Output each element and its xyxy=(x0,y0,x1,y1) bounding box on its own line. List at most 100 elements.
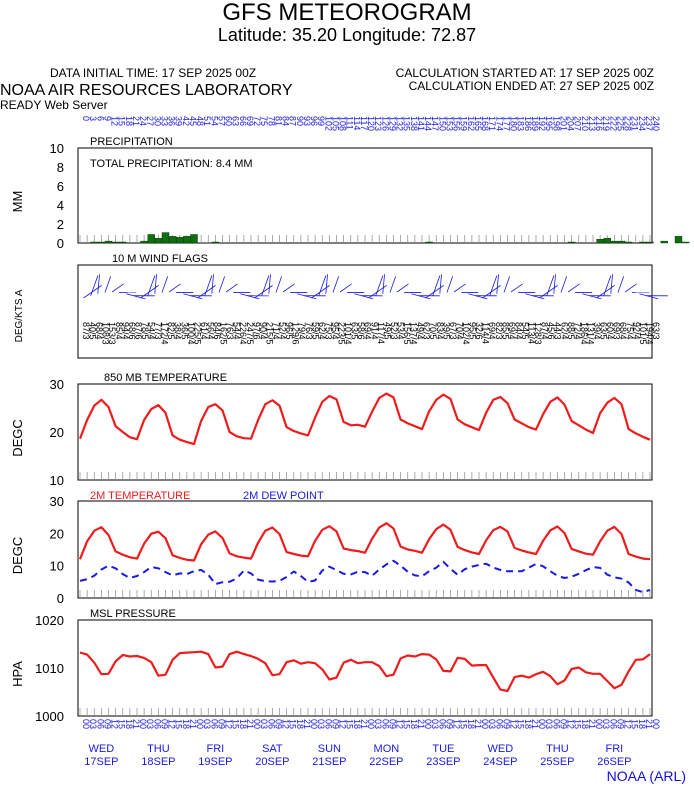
hour-label-bottom: 18 xyxy=(637,719,647,729)
wind-barb xyxy=(560,276,568,293)
pressure-line xyxy=(79,650,651,693)
wind-barb xyxy=(396,283,409,293)
wind-label: 78/5 xyxy=(140,322,150,340)
hour-label-top: 21 xyxy=(131,116,141,126)
wind-barb xyxy=(411,293,431,300)
wind-label: 247/5 xyxy=(245,322,255,345)
precip-bar xyxy=(147,234,155,244)
calculation-ended: CALCULATION ENDED AT: 27 SEP 2025 00Z xyxy=(408,79,654,93)
hour-label-bottom: 06 xyxy=(608,719,618,729)
hour-label-top: 60 xyxy=(224,116,234,126)
precip-bar xyxy=(104,240,113,244)
wind-label: 129/6 xyxy=(291,322,301,345)
hour-label-top: 213 xyxy=(587,116,597,131)
precip-bar xyxy=(624,241,633,244)
wind-label: 68/4 xyxy=(94,322,104,340)
precip-bar xyxy=(425,241,433,244)
hour-label-top: 141 xyxy=(416,116,426,131)
wind-barb xyxy=(225,283,238,293)
wind-barb xyxy=(332,276,340,293)
hour-label-top: 144 xyxy=(423,116,433,131)
wind-barb xyxy=(261,275,270,296)
hour-label-top: 78 xyxy=(266,116,276,126)
date-label: 23SEP xyxy=(426,756,460,768)
data-initial-time: DATA INITIAL TIME: 17 SEP 2025 00Z xyxy=(50,66,257,80)
hour-label-bottom: 00 xyxy=(651,719,661,729)
wind-label: 52/4 xyxy=(278,322,288,340)
t2m-legend-temperature: 2M TEMPERATURE xyxy=(90,490,190,502)
wind-label: 114/4 xyxy=(481,322,491,344)
hour-label-bottom: 12 xyxy=(110,719,120,729)
wind-label: 69/4 xyxy=(487,322,497,340)
wind-panel-frame xyxy=(77,264,653,359)
hour-label-top: 240 xyxy=(651,116,661,131)
hour-label-bottom: 15 xyxy=(630,719,640,729)
t2m-y-tick-label: 10 xyxy=(50,559,64,574)
hour-label-top: 108 xyxy=(338,116,348,131)
hour-label-bottom: 09 xyxy=(216,719,226,729)
hour-label-top: 96 xyxy=(309,116,319,126)
wind-label: 82/3 xyxy=(494,322,504,340)
wind-barb xyxy=(183,293,203,300)
wind-label: 36/5 xyxy=(179,322,189,340)
t850-y-tick-label: 10 xyxy=(50,473,64,488)
wind-barb xyxy=(389,276,397,293)
wind-label: 54/4 xyxy=(147,322,157,340)
t850-ylabel: DEGC xyxy=(10,419,25,457)
wind-barb xyxy=(97,274,100,294)
wind-barb xyxy=(354,293,374,300)
wind-label: 62/3 xyxy=(422,322,432,340)
hour-label-bottom: 15 xyxy=(117,719,127,729)
t2m-panel-frame xyxy=(77,500,653,599)
precip-bar xyxy=(211,241,220,244)
hour-label-bottom: 00 xyxy=(537,719,547,729)
wind-barb xyxy=(147,275,156,296)
hour-label-top: 45 xyxy=(188,116,198,126)
hour-label-top: 189 xyxy=(530,116,540,131)
precip-bar xyxy=(639,241,647,244)
pressure-y-tick-label: 1000 xyxy=(35,709,64,724)
wind-barb xyxy=(154,274,157,294)
wind-label: 60/4 xyxy=(605,322,615,340)
hour-label-top: 231 xyxy=(630,116,640,131)
hour-label-bottom: 09 xyxy=(159,719,169,729)
wind-label: 88/5 xyxy=(566,322,576,340)
hour-label-bottom: 21 xyxy=(302,719,312,729)
date-label: 25SEP xyxy=(540,756,574,768)
date-label: 21SEP xyxy=(312,756,346,768)
hour-label-top: 51 xyxy=(202,116,212,126)
hour-label-top: 126 xyxy=(380,116,390,131)
wind-label: 101/4 xyxy=(343,322,353,345)
hour-label-bottom: 03 xyxy=(544,719,554,729)
hour-label-bottom: 09 xyxy=(444,719,454,729)
wind-barb xyxy=(624,283,637,293)
hour-label-bottom: 09 xyxy=(558,719,568,729)
wind-label: 172/4 xyxy=(160,322,170,345)
wind-label: 156/5 xyxy=(402,322,412,345)
hour-label-top: 219 xyxy=(601,116,611,131)
wind-label: 56/4 xyxy=(205,322,215,340)
hour-label-top: 234 xyxy=(637,116,647,131)
wind-label: 97/6 xyxy=(251,322,261,340)
hour-label-top: 237 xyxy=(644,116,654,131)
wind-label: 54/5 xyxy=(520,322,530,340)
hour-label-top: 129 xyxy=(387,116,397,131)
wind-barb xyxy=(282,283,295,293)
hour-label-bottom: 15 xyxy=(288,719,298,729)
hour-label-top: 222 xyxy=(608,116,618,131)
precip-bar xyxy=(154,238,163,244)
hour-label-bottom: 18 xyxy=(181,719,191,729)
wind-barb xyxy=(553,274,556,294)
wind-label: 87/3 xyxy=(81,322,91,340)
hour-label-top: 57 xyxy=(216,116,226,126)
hour-label-bottom: 15 xyxy=(459,719,469,729)
hour-label-bottom: 21 xyxy=(188,719,198,729)
wind-label: 70/4 xyxy=(454,322,464,340)
precip-y-tick-label: 8 xyxy=(57,160,64,175)
hour-label-top: 6 xyxy=(95,116,105,121)
precip-bar xyxy=(183,236,191,244)
hour-label-top: 207 xyxy=(573,116,583,131)
hour-label-top: 99 xyxy=(316,116,326,126)
wind-barb xyxy=(83,285,102,299)
